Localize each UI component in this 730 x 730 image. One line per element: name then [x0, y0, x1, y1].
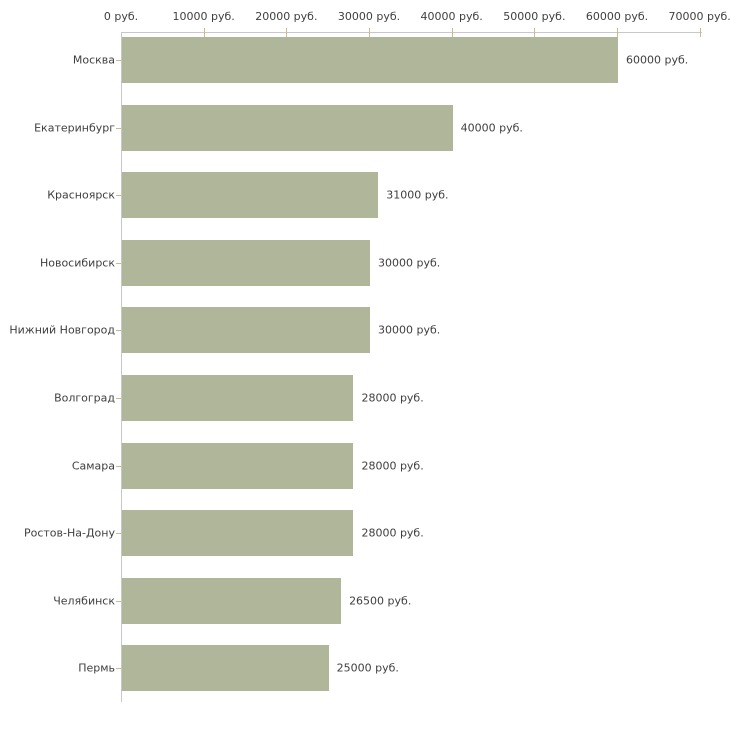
bar: [122, 104, 453, 151]
bar: [122, 37, 618, 83]
category-label: Волгоград: [54, 391, 115, 405]
bar: [122, 375, 354, 421]
x-axis-tick: [203, 28, 205, 37]
value-label: 26500 руб.: [349, 594, 412, 608]
y-axis-tick: [116, 262, 121, 264]
x-axis-tick-label: 10000 руб.: [172, 10, 235, 23]
y-axis-tick: [116, 330, 121, 332]
x-axis-tick: [699, 28, 701, 37]
value-label: 40000 руб.: [460, 121, 523, 135]
y-axis-tick: [116, 600, 121, 602]
value-label: 28000 руб.: [361, 459, 424, 473]
value-label: 60000 руб.: [626, 53, 689, 67]
category-label: Красноярск: [47, 188, 115, 202]
bar: [122, 307, 370, 354]
x-axis-tick-label: 60000 руб.: [585, 10, 649, 23]
y-axis-tick: [116, 668, 121, 670]
y-axis-tick: [116, 533, 121, 535]
x-axis-tick: [286, 28, 288, 37]
category-label: Новосибирск: [39, 256, 115, 270]
x-axis-tick-label: 0 руб.: [103, 10, 139, 23]
x-axis-tick: [451, 28, 453, 37]
category-label: Екатеринбург: [34, 121, 115, 135]
x-axis-tick: [369, 28, 370, 37]
value-label: 25000 руб.: [336, 661, 399, 675]
x-axis-line: [121, 32, 702, 33]
value-label: 30000 руб.: [378, 256, 441, 270]
value-label: 31000 руб.: [386, 188, 449, 202]
value-label: 30000 руб.: [378, 323, 441, 337]
bar: [122, 510, 354, 557]
y-axis-tick: [116, 465, 121, 467]
x-axis-tick: [617, 28, 618, 37]
x-axis-tick-label: 20000 руб.: [255, 10, 318, 23]
category-label: Челябинск: [53, 594, 115, 608]
y-axis-tick: [116, 195, 121, 197]
y-axis-tick: [116, 398, 121, 399]
category-label: Москва: [72, 53, 115, 67]
bar: [122, 239, 370, 286]
bar: [122, 577, 342, 624]
value-label: 28000 руб.: [361, 391, 424, 405]
x-axis-tick: [534, 28, 536, 37]
y-axis-tick: [116, 127, 121, 129]
category-label: Ростов-На-Дону: [23, 526, 115, 540]
x-axis-tick-label: 30000 руб.: [337, 10, 401, 23]
y-axis-line: [121, 32, 122, 702]
bar: [122, 442, 354, 489]
bar: [122, 172, 379, 219]
x-axis-tick-label: 50000 руб.: [503, 10, 566, 23]
y-axis-tick: [116, 60, 121, 61]
value-label: 28000 руб.: [361, 526, 424, 540]
bar: [122, 645, 329, 692]
x-axis-tick-label: 70000 руб.: [668, 10, 730, 23]
category-label: Нижний Новгород: [9, 323, 115, 337]
x-axis-tick-label: 40000 руб.: [420, 10, 483, 23]
category-label: Самара: [71, 459, 115, 473]
category-label: Пермь: [78, 661, 115, 675]
